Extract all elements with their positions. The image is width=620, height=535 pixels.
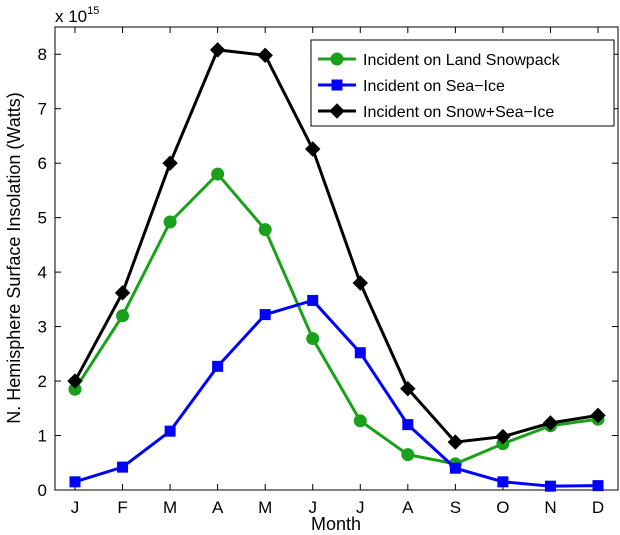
- data-point: [352, 275, 368, 291]
- data-point: [258, 223, 272, 237]
- legend-entry: Incident on Snow+Sea−Ice: [318, 103, 554, 121]
- data-point: [542, 415, 559, 431]
- legend-label: Incident on Sea−Ice: [363, 78, 505, 95]
- y-tick-label: 5: [38, 209, 47, 228]
- x-tick-label: D: [592, 498, 604, 517]
- legend-swatch-marker: [331, 79, 343, 91]
- data-point: [116, 309, 130, 323]
- x-tick-label: A: [402, 498, 414, 517]
- y-tick-label: 4: [38, 263, 47, 282]
- data-point: [259, 309, 271, 321]
- y-axis-label: N. Hemisphere Surface Insolation (Watts): [4, 92, 24, 423]
- data-point: [401, 448, 415, 462]
- y-tick-label: 2: [38, 372, 47, 391]
- legend-box: [310, 39, 615, 127]
- data-point: [353, 414, 367, 428]
- data-point: [306, 332, 320, 346]
- y-tick-label: 6: [38, 154, 47, 173]
- series-square: [69, 294, 604, 492]
- data-point: [402, 419, 414, 431]
- data-point: [67, 373, 83, 389]
- data-point: [163, 215, 177, 229]
- x-tick-label: J: [356, 498, 365, 517]
- series-line: [73, 48, 599, 444]
- data-point: [497, 476, 509, 488]
- y-tick-label: 8: [38, 45, 47, 64]
- legend-label: Incident on Land Snowpack: [363, 52, 561, 69]
- data-point: [449, 462, 461, 474]
- data-point: [114, 285, 131, 301]
- legend-entry: Incident on Sea−Ice: [318, 78, 505, 95]
- x-tick-label: S: [450, 498, 461, 517]
- y-tick-label: 7: [38, 100, 47, 119]
- y-tick-label: 0: [38, 481, 47, 500]
- legend: Incident on Land Snowpack Incident on Sea…: [310, 39, 615, 127]
- x-tick-label: O: [496, 498, 509, 517]
- data-point: [211, 167, 225, 181]
- series-layer: [67, 42, 606, 492]
- series-line: [73, 172, 599, 466]
- data-point: [590, 407, 606, 424]
- y-multiplier: x 1015: [55, 5, 99, 26]
- data-point: [164, 425, 176, 437]
- x-tick-label: J: [308, 498, 317, 517]
- y-tick-label: 1: [38, 427, 47, 446]
- x-tick-label: M: [163, 498, 177, 517]
- legend-swatch-marker: [329, 103, 345, 119]
- x-axis-label: Month: [311, 514, 361, 534]
- data-point: [212, 360, 224, 372]
- y-multiplier-base: x 10: [55, 7, 87, 26]
- x-tick-label: F: [117, 498, 127, 517]
- data-point: [69, 476, 81, 488]
- data-point: [354, 347, 366, 359]
- data-point: [305, 141, 321, 157]
- data-point: [257, 47, 273, 64]
- data-point: [447, 434, 464, 450]
- y-axis: 0 1 2 3 4 5 6 7 8: [38, 45, 618, 500]
- data-point: [117, 461, 129, 473]
- series-diamond: [67, 42, 606, 450]
- legend-entry: Incident on Land Snowpack: [318, 52, 561, 69]
- data-point: [400, 380, 416, 397]
- series-circle: [68, 167, 605, 471]
- legend-swatch-marker: [330, 52, 344, 66]
- x-tick-label: A: [212, 498, 224, 517]
- data-point: [544, 480, 556, 492]
- y-multiplier-exponent: 15: [87, 5, 99, 17]
- x-tick-label: J: [71, 498, 80, 517]
- data-point: [162, 155, 178, 171]
- legend-label: Incident on Snow+Sea−Ice: [363, 104, 554, 121]
- data-point: [209, 42, 226, 58]
- data-point: [592, 480, 604, 492]
- series-line: [74, 298, 599, 488]
- data-point: [307, 294, 319, 306]
- y-tick-label: 3: [38, 318, 47, 337]
- data-point: [495, 428, 511, 445]
- x-tick-label: N: [544, 498, 556, 517]
- x-tick-label: M: [258, 498, 272, 517]
